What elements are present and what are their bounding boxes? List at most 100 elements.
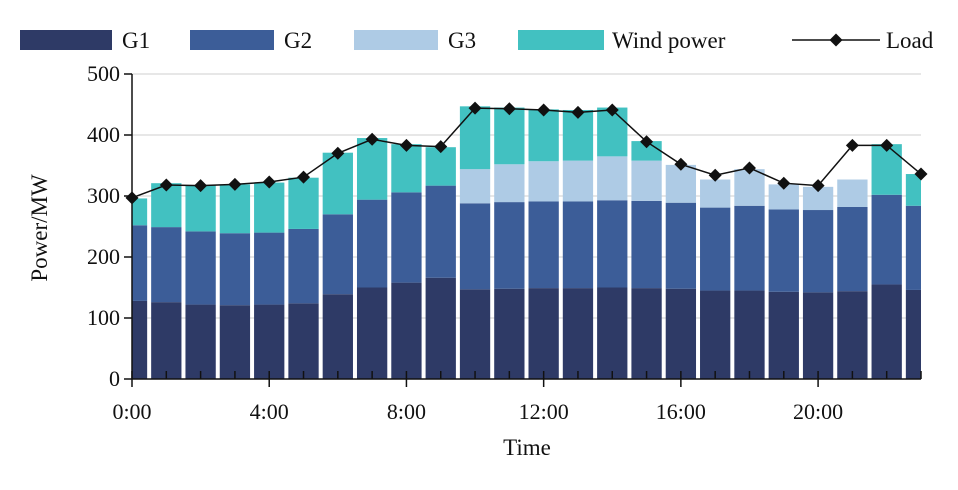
bar-g1 [734,290,765,379]
load-marker [640,135,654,149]
bar-g2 [562,201,594,289]
load-marker [468,101,482,115]
load-marker [674,157,688,171]
bar-g1 [700,290,731,379]
bar-g3 [665,164,697,203]
bar-g2 [700,207,731,291]
grid [132,73,921,319]
bar-g2 [425,185,456,278]
load-marker [502,102,516,116]
bar-g1 [322,294,353,379]
bar-g1 [665,288,697,379]
bar-g2 [905,205,921,290]
bar-wind-power [132,198,148,226]
bar-g3 [459,169,491,204]
y-axis-title: Power/MW [27,174,52,282]
bar-wind-power [254,182,285,233]
load-marker [365,132,379,146]
bar-g1 [151,302,182,379]
load-marker [914,167,928,181]
load-marker [537,103,551,117]
legend-swatch [20,30,112,50]
bar-g1 [254,304,285,379]
legend-label: G3 [448,28,476,53]
bar-g1 [528,288,559,379]
bar-g2 [802,210,834,293]
bar-g1 [459,289,491,379]
bar-wind-power [288,177,319,229]
bar-g1 [356,287,388,379]
load-marker [845,138,859,152]
bar-g2 [734,205,765,291]
bar-g2 [219,233,251,306]
bar-wind-power [494,107,525,165]
bar-g2 [665,202,697,289]
bar-g1 [391,282,422,379]
bar-g1 [768,291,799,379]
bar-g1 [494,288,525,379]
x-tick-label: 20:00 [793,399,843,424]
bar-g2 [322,214,353,295]
bar-g2 [356,199,388,288]
load-marker [434,140,448,154]
load-series-line [131,107,922,199]
load-marker [571,105,585,119]
x-tick-label: 8:00 [387,399,426,424]
load-marker [159,178,173,192]
bar-g2 [132,225,148,301]
y-tick-label: 500 [87,61,120,86]
bar-wind-power [219,184,251,234]
bar-g1 [802,292,834,379]
bar-g1 [837,291,868,379]
bar-wind-power [425,147,456,186]
bar-g2 [185,231,216,305]
load-marker [811,179,825,193]
bar-g1 [562,288,594,379]
bar-g3 [562,160,594,202]
bar-g1 [871,284,902,379]
bar-g3 [734,169,765,206]
bar-g3 [528,161,559,202]
bar-g2 [288,228,319,304]
legend-swatch [190,30,274,50]
bar-g2 [768,209,799,292]
x-tick-label: 0:00 [112,399,151,424]
load-line [125,101,928,205]
bar-g2 [459,203,491,290]
load-marker [297,170,311,184]
x-tick-label: 4:00 [250,399,289,424]
bar-wind-power [356,138,388,200]
bar-wind-power [528,109,559,162]
load-marker [605,103,619,117]
bar-g1 [132,300,148,379]
bar-g2 [494,202,525,289]
bar-g3 [494,164,525,203]
bar-wind-power [322,152,353,215]
legend-swatch [354,30,438,50]
legend-swatch [518,30,604,50]
load-marker [742,161,756,175]
load-marker [331,146,345,160]
bar-wind-power [185,185,216,232]
bar-wind-power [871,144,902,195]
bar-g1 [905,289,921,379]
axes: 0 100 200 300 400 500 0:00 4:00 8:00 12:00 16:00 20… [87,61,922,424]
x-axis-title: Time [503,435,551,460]
x-tick-label: 16:00 [656,399,706,424]
bar-g2 [871,194,902,285]
bar-g2 [391,192,422,283]
legend-load-marker [829,33,843,47]
bar-g1 [631,288,662,379]
x-tick-label: 12:00 [519,399,569,424]
bar-g3 [631,160,662,201]
load-marker [228,177,242,191]
bar-wind-power [459,106,491,170]
y-tick-label: 100 [87,305,120,330]
load-marker [708,168,722,182]
y-tick-label: 400 [87,122,120,147]
bar-g1 [425,277,456,379]
y-tick-label: 200 [87,244,120,269]
bar-g2 [631,200,662,289]
bar-g3 [597,156,628,201]
